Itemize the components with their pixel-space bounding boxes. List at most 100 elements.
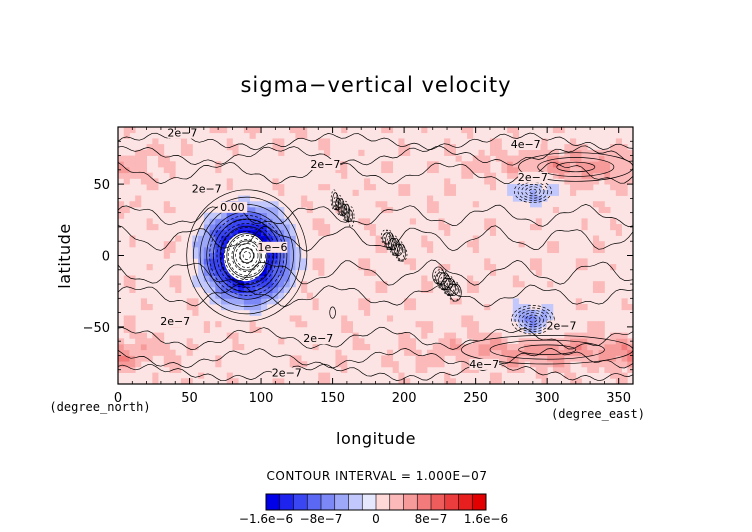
- contour-cell: [512, 281, 519, 288]
- contour-cell: [552, 166, 560, 174]
- contour-cell: [530, 189, 537, 196]
- contour-cell: [427, 201, 434, 208]
- contour-cell: [444, 264, 451, 271]
- contour-cell: [552, 338, 560, 345]
- contour-cell: [140, 304, 148, 311]
- contour-cell: [198, 258, 205, 265]
- contour-cell: [398, 189, 405, 196]
- contour-cell: [215, 275, 222, 282]
- contour-cell: [404, 258, 411, 265]
- contour-cell: [489, 184, 497, 191]
- contour-cell: [432, 349, 439, 356]
- contour-cell: [627, 344, 633, 351]
- contour-cell: [581, 224, 588, 231]
- contour-cell: [604, 361, 611, 368]
- contour-cell: [175, 366, 182, 373]
- contour-cell: [289, 229, 296, 236]
- contour-cell: [421, 275, 428, 282]
- contour-cell: [587, 321, 594, 328]
- contour-cell: [221, 281, 228, 288]
- contour-cell: [180, 149, 188, 156]
- contour-cell: [226, 304, 233, 311]
- contour-cell: [209, 281, 216, 288]
- contour-cell: [324, 224, 331, 231]
- contour-cell: [278, 184, 285, 191]
- contour-cell: [598, 286, 605, 294]
- contour-cell: [255, 292, 262, 299]
- contour-cell: [255, 206, 262, 214]
- contour-cell: [146, 304, 153, 311]
- contour-cell: [472, 155, 479, 162]
- contour-cell: [495, 372, 502, 379]
- contour-cell: [221, 218, 228, 225]
- contour-cell: [558, 366, 565, 373]
- contour-cell: [318, 184, 325, 191]
- contour-cell: [501, 344, 508, 351]
- contour-cell: [209, 127, 216, 134]
- contour-cell: [581, 264, 588, 271]
- colorbar-swatch: [362, 494, 377, 510]
- contour-cell: [621, 189, 628, 196]
- contour-cell: [575, 172, 582, 179]
- contour-label: 2e−7: [310, 158, 340, 171]
- contour-cell: [135, 149, 142, 156]
- contour-cell: [472, 355, 479, 362]
- contour-cell: [461, 127, 468, 134]
- contour-cell: [203, 212, 210, 219]
- contour-cell: [587, 161, 594, 168]
- contour-cell: [146, 224, 153, 231]
- contour-cell: [512, 309, 519, 316]
- contour-cell-line: [336, 195, 343, 216]
- contour-cell: [289, 281, 296, 288]
- contour-cell: [266, 229, 273, 236]
- contour-cell: [278, 206, 285, 214]
- x-tick-label: 300: [535, 391, 560, 406]
- contour-cell: [507, 349, 514, 356]
- contour-cell: [598, 326, 605, 333]
- contour-label: 2e−7: [167, 127, 197, 140]
- contour-cell: [255, 298, 262, 305]
- contour-cell: [123, 166, 130, 174]
- contour-cell: [169, 361, 176, 368]
- contour-cell: [427, 349, 434, 356]
- contour-cell: [301, 321, 308, 328]
- contour-cell: [547, 155, 554, 162]
- contour-cell: [472, 326, 479, 333]
- x-tick-label: 250: [463, 391, 488, 406]
- contour-cell: [346, 326, 354, 333]
- contour-cell: [163, 161, 170, 168]
- contour-cell: [146, 218, 153, 225]
- colorbar-swatch: [307, 494, 322, 510]
- contour-ring: [226, 233, 268, 278]
- contour-cell: [438, 264, 445, 271]
- contour-cell: [283, 286, 291, 294]
- contour-cell: [404, 349, 411, 356]
- contour-cell: [444, 138, 451, 145]
- contour-cell: [409, 349, 416, 356]
- contour-cell: [547, 349, 554, 356]
- contour-cell: [518, 366, 525, 373]
- contour-cell: [427, 321, 434, 328]
- contour-cell: [444, 144, 451, 151]
- contour-cell: [592, 281, 600, 288]
- contour-cell: [283, 264, 291, 271]
- contour-cell: [283, 269, 291, 276]
- contour-cell: [226, 372, 233, 379]
- contour-cell: [547, 281, 554, 288]
- contour-cell: [243, 224, 251, 231]
- contour-cell: [243, 298, 251, 305]
- contour-cell: [610, 372, 617, 379]
- contour-cell: [587, 184, 594, 191]
- contour-cell: [512, 344, 519, 351]
- contour-cell: [621, 155, 628, 162]
- contour-cell: [427, 286, 434, 294]
- contour-cell: [404, 332, 411, 339]
- contour-cell-line: [337, 198, 345, 216]
- contour-cell: [192, 344, 199, 351]
- contour-cell: [135, 355, 142, 362]
- contour-cell: [203, 224, 210, 231]
- contour-cell: [467, 366, 474, 373]
- contour-cell: [152, 349, 159, 356]
- contour-cell: [512, 275, 519, 282]
- contour-cell: [272, 144, 279, 151]
